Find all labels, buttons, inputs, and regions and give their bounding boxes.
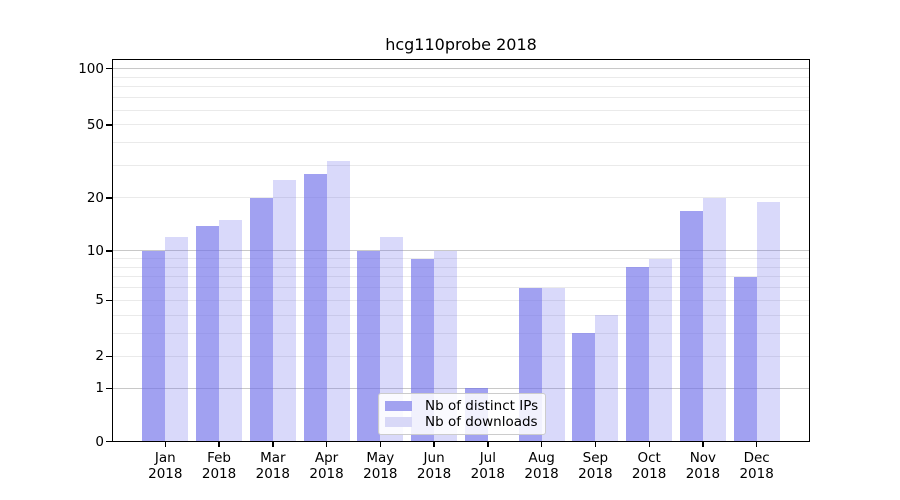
minor-gridline <box>112 287 810 289</box>
bar-downloads <box>541 287 565 442</box>
minor-gridline <box>112 355 810 357</box>
y-axis-label: 10 <box>86 242 104 259</box>
x-axis-label: Jan 2018 <box>148 450 183 482</box>
x-axis-label: Mar 2018 <box>255 450 290 482</box>
bar-distinct-ips <box>142 250 166 442</box>
legend-entry: Nb of distinct IPs <box>385 398 539 414</box>
y-axis-tick <box>106 355 112 357</box>
x-axis-tick <box>702 442 704 447</box>
x-axis-label: Aug 2018 <box>524 450 559 482</box>
x-axis-label: May 2018 <box>363 450 398 482</box>
minor-gridline <box>112 76 810 78</box>
y-axis-tick <box>106 441 112 443</box>
y-axis-label: 2 <box>95 348 104 365</box>
x-axis-tick <box>164 442 166 447</box>
minor-gridline <box>112 86 810 88</box>
bar-downloads <box>756 201 780 442</box>
y-axis-label: 0 <box>95 433 104 450</box>
y-axis-tick <box>106 299 112 302</box>
legend: Nb of distinct IPs Nb of downloads <box>378 393 546 435</box>
x-axis-label: Jul 2018 <box>470 450 506 482</box>
bar-downloads <box>649 258 673 442</box>
chart-title: hcg110probe 2018 <box>385 35 537 54</box>
y-axis-tick <box>106 387 112 390</box>
bar-distinct-ips <box>572 333 596 442</box>
y-axis-label: 5 <box>95 292 104 309</box>
y-axis-tick <box>106 250 112 252</box>
bar-distinct-ips <box>303 174 327 442</box>
x-axis-tick <box>541 442 543 447</box>
x-axis-label: Oct 2018 <box>631 450 667 482</box>
y-axis-label: 100 <box>78 60 104 77</box>
minor-gridline <box>112 109 810 111</box>
x-axis-label: Feb 2018 <box>201 450 237 482</box>
y-axis-label: 50 <box>86 116 104 133</box>
x-axis-label: Dec 2018 <box>739 450 774 482</box>
y-axis-tick <box>106 68 112 70</box>
x-axis-tick <box>218 442 220 447</box>
legend-label: Nb of distinct IPs <box>425 398 539 414</box>
x-axis-tick <box>325 442 328 447</box>
bar-downloads <box>702 197 726 442</box>
minor-gridline <box>112 97 810 99</box>
x-axis-tick <box>433 442 435 447</box>
y-axis-tick <box>106 124 112 126</box>
y-axis-label: 20 <box>86 189 104 206</box>
bar-distinct-ips <box>196 225 220 442</box>
bar-distinct-ips <box>679 210 703 442</box>
bar-distinct-ips <box>733 276 757 442</box>
minor-gridline <box>112 314 810 316</box>
major-gridline <box>112 68 810 70</box>
bar-distinct-ips <box>357 250 381 442</box>
bar-downloads <box>165 237 189 442</box>
minor-gridline <box>112 332 810 334</box>
x-axis-label: Apr 2018 <box>309 450 344 482</box>
bar-distinct-ips <box>249 197 273 442</box>
x-axis-tick <box>272 442 274 447</box>
minor-gridline <box>112 258 810 260</box>
y-axis-tick <box>106 197 112 199</box>
x-axis-label: Nov 2018 <box>685 450 721 482</box>
minor-gridline <box>112 266 810 268</box>
legend-swatch <box>385 417 412 427</box>
minor-gridline <box>112 276 810 278</box>
bar-downloads <box>272 180 296 442</box>
bar-downloads <box>219 220 243 442</box>
minor-gridline <box>112 299 810 301</box>
major-gridline <box>112 387 810 389</box>
x-axis-label: Jun 2018 <box>416 450 452 482</box>
x-axis-label: Sep 2018 <box>578 450 613 482</box>
minor-gridline <box>112 197 810 199</box>
bar-downloads <box>380 237 404 442</box>
minor-gridline <box>112 165 810 167</box>
x-axis-tick <box>379 442 382 447</box>
legend-entry: Nb of downloads <box>385 414 538 430</box>
x-axis-tick <box>594 442 597 447</box>
bar-distinct-ips <box>626 267 650 442</box>
minor-gridline <box>112 124 810 126</box>
x-axis-tick <box>648 442 650 447</box>
x-axis-tick <box>756 442 758 447</box>
y-axis-label: 1 <box>95 380 104 397</box>
minor-gridline <box>112 142 810 144</box>
x-axis-tick <box>487 442 489 447</box>
major-gridline <box>112 250 810 252</box>
bar-downloads <box>595 315 619 442</box>
bar-downloads <box>326 160 350 442</box>
legend-label: Nb of downloads <box>425 414 538 430</box>
legend-swatch <box>385 401 412 411</box>
